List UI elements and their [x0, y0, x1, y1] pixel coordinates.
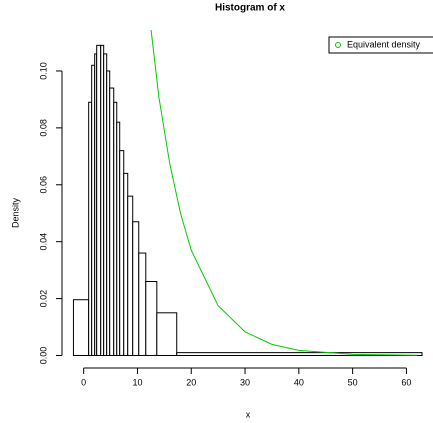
bar [132, 221, 140, 356]
bar [119, 150, 125, 356]
overlay-group [150, 30, 418, 356]
x-tick-label: 50 [348, 377, 358, 387]
legend-box [328, 36, 433, 54]
bar [145, 281, 158, 356]
x-tick-label: 10 [132, 377, 142, 387]
chart-title: Histogram of x [215, 3, 285, 14]
y-tick-label: 0.08 [38, 119, 48, 137]
bar [109, 87, 115, 356]
bar [96, 44, 102, 356]
y-tick-label: 0.02 [38, 290, 48, 308]
legend-label: Equivalent density [347, 39, 421, 49]
x-tick-label: 0 [81, 377, 86, 387]
density-curve [150, 30, 418, 356]
bar [123, 172, 129, 356]
y-tick-label: 0.00 [38, 347, 48, 365]
bar [138, 252, 147, 356]
x-axis-label: x [246, 409, 251, 419]
x-tick-label: 40 [294, 377, 304, 387]
bar [72, 299, 90, 356]
x-tick-label: 30 [240, 377, 250, 387]
bar [127, 195, 134, 356]
y-tick-label: 0.10 [38, 62, 48, 80]
bar [156, 312, 178, 356]
x-tick-label: 60 [401, 377, 411, 387]
y-tick-label: 0.04 [38, 233, 48, 251]
y-axis-label: Density [10, 197, 20, 228]
legend-marker [335, 42, 341, 48]
bar [176, 352, 423, 356]
y-tick-label: 0.06 [38, 176, 48, 194]
x-tick-label: 20 [186, 377, 196, 387]
